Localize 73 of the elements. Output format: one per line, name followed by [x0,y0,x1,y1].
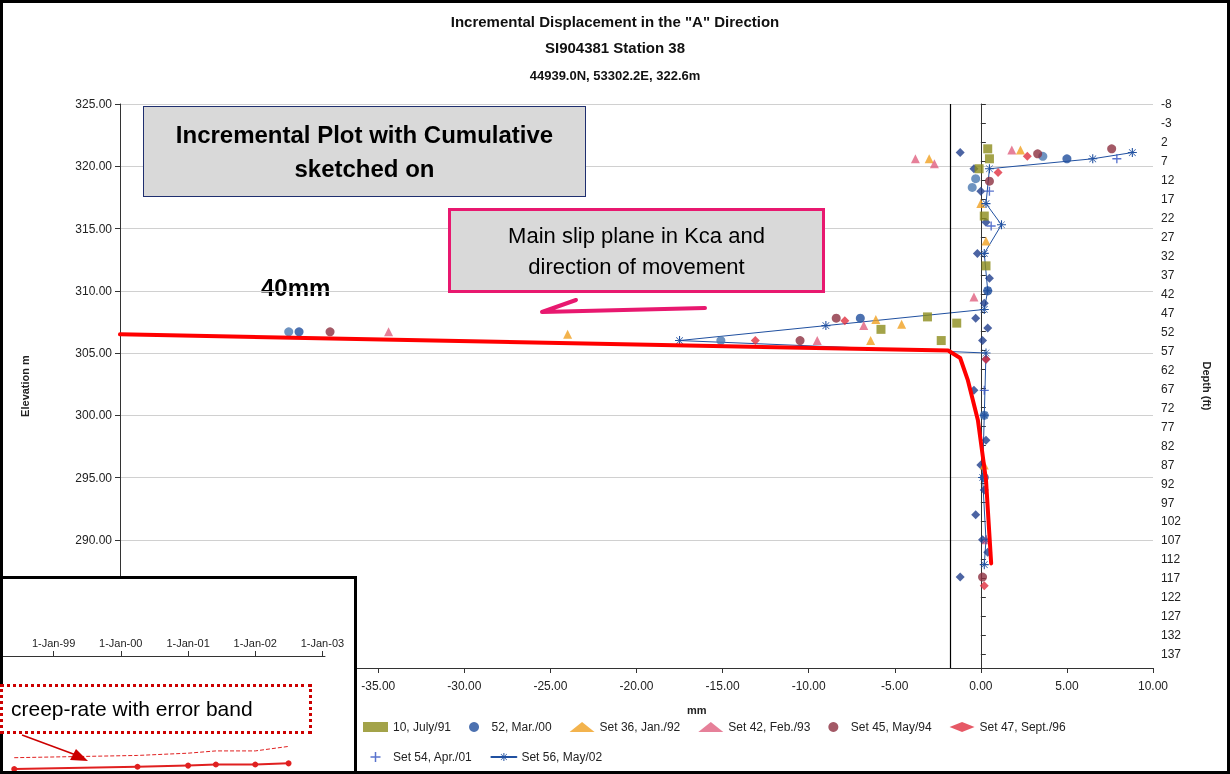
y-tick-label: 295.00 [75,470,113,485]
y2-tick-label: 107 [1161,533,1182,548]
x-tick-label: -15.00 [705,679,740,693]
y-axis-title: Elevation m [18,354,31,417]
x-tick-label: 0.00 [969,679,993,693]
callout-box: creep-rate with error band [0,684,312,734]
y2-tick-label: 17 [1161,191,1175,206]
y2-tick-label: 47 [1161,305,1175,320]
legend-label: 52, Mar./00 [491,720,552,734]
callout-box: Main slip plane in Kca and direction of movement [448,208,825,293]
x-tick-label: 5.00 [1055,679,1079,693]
y2-tick-label: 2 [1161,134,1168,149]
annotation: creep-rate with error band [11,697,253,721]
y-tick-label: 290.00 [75,532,113,547]
y2-tick-label: 122 [1161,590,1182,605]
y2-tick-label: 92 [1161,476,1175,491]
x-tick-label: -10.00 [791,679,826,693]
y2-tick-label: 112 [1161,552,1181,567]
y2-tick-label: 37 [1161,267,1175,282]
y2-tick-label: 42 [1161,286,1175,301]
legend-label: Set 56, May/02 [521,750,603,764]
y-tick-label: 305.00 [75,346,113,361]
y2-tick-label: 82 [1161,438,1175,453]
y2-tick-label: 67 [1161,381,1175,396]
y2-tick-label: 12 [1161,172,1175,187]
legend-label: Set 54, Apr./01 [393,750,473,764]
y2-tick-label: 97 [1161,495,1175,510]
y2-tick-label: -8 [1161,97,1172,111]
y-tick-label: 300.00 [75,408,113,423]
y2-tick-label: -3 [1161,115,1172,130]
y2-tick-label: 72 [1161,400,1175,415]
y2-tick-label: 127 [1161,609,1182,624]
y2-tick-label: 87 [1161,457,1175,472]
y2-tick-label: 62 [1161,362,1175,377]
x-tick-label: 1-Jan-01 [166,636,210,649]
y-tick-label: 315.00 [75,221,113,236]
x-tick-label: -30.00 [447,679,482,693]
chart-title: Incremental Displacement in the "A" Direction [450,13,780,30]
y2-tick-label: 22 [1161,210,1175,225]
x-tick-label: 1-Jan-99 [31,636,76,649]
chart-subtitle: SI904381 Station 38 [544,39,686,56]
y2-tick-label: 7 [1161,153,1168,168]
text: 44939.0N, 53302.2E, 322.6m [529,68,701,83]
y-tick-label: 310.00 [75,283,113,298]
y2-tick-label: 102 [1161,514,1182,529]
annotation: Incremental Plot with Cumulative sketched on [174,119,555,184]
x-tick-label: -25.00 [533,679,568,693]
y2-tick-label: 32 [1161,248,1175,263]
y2-tick-label: 117 [1161,571,1181,586]
x-tick-label: 1-Jan-02 [233,636,277,649]
x-tick-label: -5.00 [881,679,909,693]
y2-tick-label: 132 [1161,628,1182,643]
x-tick-label: -20.00 [619,679,654,693]
y2-tick-label: 77 [1161,419,1175,434]
y2-axis-title: Depth (ft) [1200,361,1213,411]
legend-label: 10, July/91 [393,720,452,734]
y2-tick-label: 52 [1161,324,1175,339]
legend-label: Set 47, Sept./96 [979,720,1066,734]
y2-tick-label: 137 [1161,647,1182,662]
y-tick-label: 320.00 [75,159,113,174]
x-tick-label: -35.00 [361,679,396,693]
y-tick-label: 325.00 [75,97,113,111]
annotation: Main slip plane in Kca and direction of movement [507,221,766,281]
legend-label: Set 42, Feb./93 [728,720,811,734]
x-axis-title: mm [687,703,707,716]
y2-tick-label: 57 [1161,343,1175,358]
x-tick-label: 1-Jan-03 [300,636,345,649]
legend-label: Set 45, May/94 [850,720,932,734]
y2-tick-label: 27 [1161,229,1175,244]
legend-label: Set 36, Jan./92 [599,720,681,734]
text-box: Incremental Plot with Cumulative sketched on [143,106,586,197]
x-tick-label: 10.00 [1137,679,1169,693]
x-tick-label: 1-Jan-00 [99,636,143,649]
